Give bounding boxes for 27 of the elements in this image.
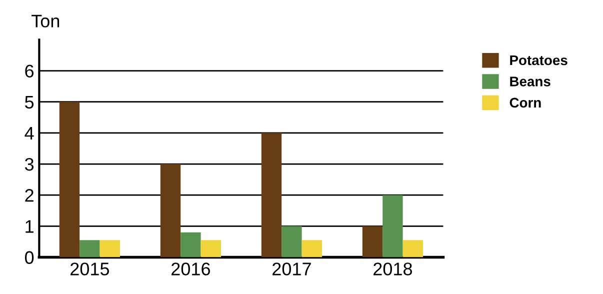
bar — [200, 240, 221, 258]
y-tick-label: 3 — [24, 158, 34, 171]
y-tick-label: 2 — [25, 189, 34, 202]
bar — [362, 226, 383, 258]
bar — [382, 195, 403, 258]
bar — [160, 164, 181, 258]
y-tick-label: 0 — [25, 251, 34, 264]
bar — [80, 240, 100, 258]
x-tick-label: 2018 — [374, 262, 412, 276]
bar — [59, 102, 80, 258]
x-tick-label: 2017 — [272, 262, 311, 276]
bar — [100, 240, 120, 258]
y-tick-label: 4 — [24, 127, 34, 140]
legend-label: Beans — [510, 76, 550, 86]
bar — [261, 132, 282, 258]
y-axis-title: Ton — [32, 14, 60, 28]
y-tick-label: 5 — [25, 96, 34, 109]
bar — [282, 226, 302, 258]
x-tick-label: 2016 — [172, 262, 210, 276]
legend-label: Corn — [510, 98, 541, 108]
y-tick-label: 6 — [25, 64, 34, 78]
legend-label: Potatoes — [510, 55, 568, 66]
bar — [180, 232, 201, 258]
bar — [402, 240, 424, 258]
x-tick-label: 2015 — [70, 262, 110, 276]
bar — [302, 240, 322, 258]
y-tick-label: 1 — [26, 220, 34, 233]
